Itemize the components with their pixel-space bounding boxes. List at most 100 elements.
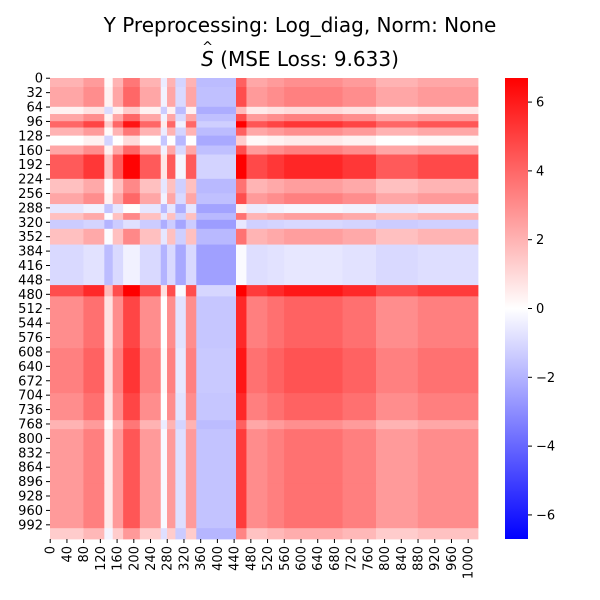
heatmap-cell <box>139 127 162 137</box>
heatmap-cell <box>236 228 247 245</box>
x-tick-label: 480 <box>244 546 259 571</box>
y-tick-label: 32 <box>26 86 43 101</box>
heatmap-cell <box>104 296 114 349</box>
heatmap-cell <box>83 154 105 180</box>
heatmap-cell <box>50 154 84 180</box>
y-tick-label: 864 <box>18 461 43 476</box>
heatmap-cell <box>342 106 377 115</box>
y-tick-label: 448 <box>18 273 43 288</box>
heatmap-cell <box>196 114 237 122</box>
heatmap-cell <box>342 483 377 529</box>
heatmap-cell <box>196 296 237 349</box>
heatmap-cell <box>175 121 187 128</box>
heatmap-cell <box>160 420 168 430</box>
y-tick-label: 704 <box>18 389 43 404</box>
heatmap-cell <box>236 219 247 230</box>
heatmap-cell <box>160 106 168 115</box>
heatmap-cell <box>160 127 168 137</box>
heatmap-cell <box>267 296 285 349</box>
heatmap-cell <box>104 483 114 529</box>
y-axis: 0326496128160192224256288320352384416448… <box>18 72 50 533</box>
heatmap-cell <box>246 285 268 297</box>
heatmap-cell <box>376 348 419 394</box>
heatmap-cell <box>267 348 285 394</box>
heatmap-cell <box>196 393 237 421</box>
heatmap-cell <box>185 154 197 180</box>
y-tick-label: 768 <box>18 417 43 432</box>
heatmap-cell <box>50 145 84 155</box>
heatmap-cell <box>160 145 168 155</box>
heatmap-cell <box>123 106 141 115</box>
heatmap-cell <box>160 204 168 214</box>
heatmap-cell <box>284 135 343 146</box>
heatmap-cell <box>185 228 197 245</box>
heatmap-cell <box>123 127 141 137</box>
heatmap-cell <box>284 429 343 484</box>
heatmap-cell <box>160 193 168 205</box>
heatmap-cell <box>123 154 141 180</box>
heatmap-cell <box>267 145 285 155</box>
heatmap-cell <box>160 219 168 230</box>
heatmap-cell <box>267 228 285 245</box>
heatmap-cell <box>185 429 197 484</box>
heatmap-cell <box>123 528 141 540</box>
heatmap-cell <box>376 114 419 122</box>
heatmap-cell <box>112 154 124 180</box>
heatmap-cell <box>175 420 187 430</box>
x-tick-label: 600 <box>294 546 309 571</box>
heatmap-cell <box>160 228 168 245</box>
heatmap-cell <box>284 213 343 221</box>
heatmap-cell <box>104 87 114 108</box>
heatmap-cell <box>175 135 187 146</box>
x-tick-label: 40 <box>60 546 75 563</box>
heatmap-cell <box>267 121 285 128</box>
heatmap-cell <box>139 204 162 214</box>
heatmap-cell <box>175 114 187 122</box>
heatmap-cell <box>246 429 268 484</box>
heatmap-cell <box>50 114 84 122</box>
heatmap-cell <box>267 219 285 230</box>
heatmap-cell <box>112 127 124 137</box>
heatmap-cell <box>342 87 377 108</box>
heatmap-cell <box>139 285 162 297</box>
heatmap-cell <box>160 87 168 108</box>
heatmap-cell <box>160 348 168 394</box>
heatmap-cell <box>246 135 268 146</box>
y-tick-label: 128 <box>18 129 43 144</box>
heatmap-cell <box>83 528 105 540</box>
heatmap-cell <box>123 244 141 286</box>
heatmap-cell <box>167 213 176 221</box>
heatmap-cell <box>342 154 377 180</box>
heatmap-cell <box>284 296 343 349</box>
heatmap-cell <box>139 87 162 108</box>
heatmap-cell <box>246 127 268 137</box>
heatmap-cell <box>196 106 237 115</box>
heatmap-cell <box>236 213 247 221</box>
heatmap-cell <box>196 78 237 88</box>
heatmap-cell <box>112 393 124 421</box>
x-axis: 0 40 80 120 160 200 240 280 320 360 400 440 480 520 56… <box>44 539 477 579</box>
heatmap-cell <box>112 219 124 230</box>
heatmap-cell <box>417 528 479 540</box>
heatmap-cell <box>50 193 84 205</box>
heatmap-cell <box>123 219 141 230</box>
heatmap-cell <box>417 106 479 115</box>
heatmap-cell <box>376 121 419 128</box>
heatmap-cell <box>236 285 247 297</box>
heatmap-cell <box>123 114 141 122</box>
heatmap-cell <box>160 114 168 122</box>
heatmap-cell <box>175 228 187 245</box>
heatmap-cell <box>139 483 162 529</box>
heatmap-cell <box>50 87 84 108</box>
heatmap-cell <box>175 213 187 221</box>
heatmap-cell <box>123 78 141 88</box>
heatmap-cell <box>50 285 84 297</box>
heatmap-cell <box>185 114 197 122</box>
heatmap-cell <box>139 244 162 286</box>
y-tick-label: 736 <box>18 403 43 418</box>
x-tick-label: 80 <box>77 546 92 563</box>
heatmap-cell <box>342 219 377 230</box>
heatmap-cell <box>83 393 105 421</box>
heatmap-cell <box>123 420 141 430</box>
